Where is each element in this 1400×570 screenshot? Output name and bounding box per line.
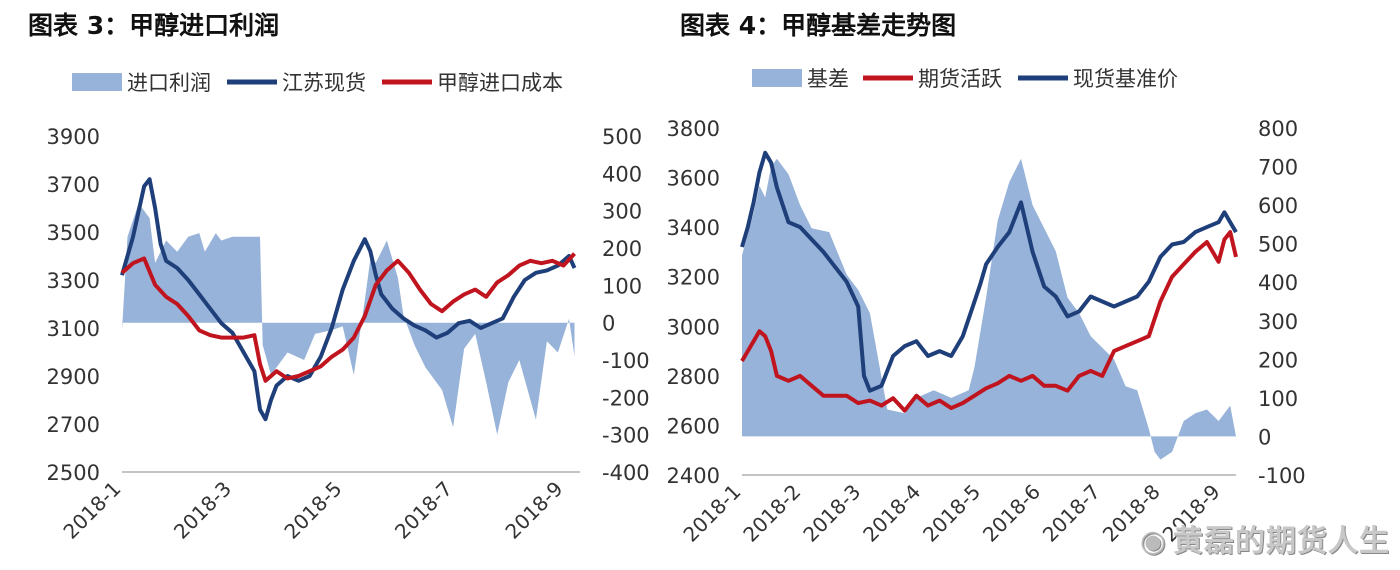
x-tick-label: 2018-7 (390, 477, 457, 544)
y-right-tick-label: 400 (602, 162, 642, 186)
x-tick-label: 2018-6 (978, 480, 1045, 547)
y-right-tick-label: 300 (1258, 310, 1298, 334)
y-left-tick-label: 3200 (667, 266, 720, 290)
y-right-tick-label: 600 (1258, 194, 1298, 218)
legend-swatch (752, 69, 802, 87)
y-right-tick-label: 200 (1258, 348, 1298, 372)
legend-swatch (72, 73, 122, 91)
y-left-tick-label: 2900 (47, 365, 100, 389)
series-line (740, 230, 1238, 413)
legend-label: 甲醇进口成本 (437, 71, 563, 95)
y-right-tick-label: 0 (1258, 425, 1271, 449)
x-tick-label: 2018-3 (798, 480, 865, 547)
y-left-tick-label: 2700 (47, 413, 100, 437)
y-left-tick-label: 3100 (47, 317, 100, 341)
y-left-tick-label: 3500 (47, 221, 100, 245)
y-left-tick-label: 3700 (47, 173, 100, 197)
y-right-tick-label: 200 (602, 237, 642, 261)
series-line (740, 150, 1238, 393)
watermark: ◉ 黄磊的期货人生 (1140, 516, 1390, 560)
chart-svg: 基差 期货活跃 现货基准价24002600280030003200340036003… (667, 67, 1306, 547)
legend-label: 进口利润 (127, 71, 211, 95)
series-area (742, 158, 1236, 460)
legend-label: 江苏现货 (282, 71, 366, 95)
legend-label: 现货基准价 (1073, 67, 1178, 91)
legend-label: 期货活跃 (918, 67, 1002, 91)
series-line (120, 252, 576, 383)
x-tick-label: 2018-1 (678, 480, 745, 547)
y-right-tick-label: -100 (1258, 464, 1306, 488)
y-right-tick-label: -100 (602, 349, 650, 373)
y-right-tick-label: 800 (1258, 117, 1298, 141)
chart-svg: 进口利润 江苏现货 甲醇进口成本 2500 2700 2900 3100 3300 3500 37… (47, 71, 650, 544)
series-line (120, 177, 577, 422)
y-left-tick-label: 2400 (667, 464, 720, 488)
y-right-tick-label: 0 (602, 312, 615, 336)
y-left-tick-label: 2800 (667, 365, 720, 389)
x-tick-label: 2018-7 (1038, 480, 1105, 547)
y-right-tick-label: 500 (1258, 233, 1298, 257)
y-right-tick-label: -300 (602, 424, 650, 448)
y-right-tick-label: 100 (602, 274, 642, 298)
y-left-tick-label: 3900 (47, 125, 100, 149)
y-left-tick-label: 3800 (667, 117, 720, 141)
watermark-text: 黄磊的期货人生 (1173, 524, 1390, 559)
x-tick-label: 2018-4 (858, 480, 925, 547)
series-area (122, 203, 575, 435)
weibo-icon: ◉ (1139, 524, 1167, 559)
chart-panel-profit: 图表 3：甲醇进口利润 进口利润 江苏现货 甲醇进口成本 2500 2700 2900 31… (0, 0, 680, 570)
y-right-tick-label: -200 (602, 386, 650, 410)
chart-panel-basis: 图表 4：甲醇基差走势图 基差 期货活跃 现货基准价 2400 2600 2800 3000… (667, 0, 1400, 570)
chart-title: 图表 3：甲醇进口利润 (28, 11, 280, 40)
y-right-tick-label: 100 (1258, 387, 1298, 411)
legend-label: 基差 (807, 67, 849, 91)
x-tick-label: 2018-3 (169, 477, 236, 544)
x-tick-label: 2018-2 (738, 480, 805, 547)
x-tick-label: 2018-9 (500, 477, 567, 544)
y-left-tick-label: 3600 (667, 167, 720, 191)
chart-title: 图表 4：甲醇基差走势图 (680, 11, 957, 40)
x-tick-label: 2018-5 (918, 480, 985, 547)
y-left-tick-label: 3300 (47, 269, 100, 293)
y-left-tick-label: 3400 (667, 216, 720, 240)
x-tick-label: 2018-5 (279, 477, 346, 544)
y-right-tick-label: -400 (602, 461, 650, 485)
y-right-tick-label: 700 (1258, 156, 1298, 180)
y-left-tick-label: 2500 (47, 461, 100, 485)
y-left-tick-label: 2600 (667, 414, 720, 438)
y-right-tick-label: 300 (602, 200, 642, 224)
x-tick-label: 2018-1 (58, 477, 125, 544)
y-left-tick-label: 3000 (667, 315, 720, 339)
y-right-tick-label: 400 (1258, 271, 1298, 295)
y-right-tick-label: 500 (602, 125, 642, 149)
